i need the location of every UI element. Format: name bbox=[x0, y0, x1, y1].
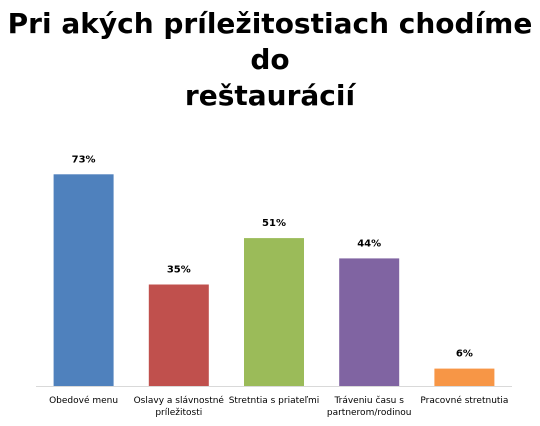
category-label-3: Stretntia s priateľmi bbox=[229, 396, 320, 406]
bar-3 bbox=[244, 238, 304, 386]
category-label-4-line-1: Tráveniu času s bbox=[333, 395, 404, 406]
data-label-1: 73% bbox=[72, 154, 96, 165]
category-label-4-line-2: partnerom/rodinou bbox=[327, 408, 412, 418]
bar-4 bbox=[339, 258, 400, 386]
category-label-2-line-2: príležitosti bbox=[155, 408, 202, 418]
chart-title-line-2: reštaurácií bbox=[184, 79, 356, 112]
bar-1 bbox=[53, 174, 114, 386]
bar-2 bbox=[148, 284, 209, 386]
bar-5 bbox=[434, 368, 495, 386]
data-label-5: 6% bbox=[456, 349, 473, 360]
chart-title: Pri akých príležitostiach chodíme do reš… bbox=[0, 6, 540, 114]
chart-title-line-1: Pri akých príležitostiach chodíme do bbox=[7, 7, 533, 76]
data-label-2: 35% bbox=[167, 265, 191, 276]
category-label-1: Obedové menu bbox=[49, 395, 118, 406]
category-label-5: Pracovné stretnutia bbox=[420, 395, 508, 406]
category-label-2-line-1: Oslavy a slávnostné bbox=[134, 395, 225, 406]
data-label-3: 51% bbox=[262, 218, 286, 229]
data-label-4: 44% bbox=[357, 238, 381, 249]
